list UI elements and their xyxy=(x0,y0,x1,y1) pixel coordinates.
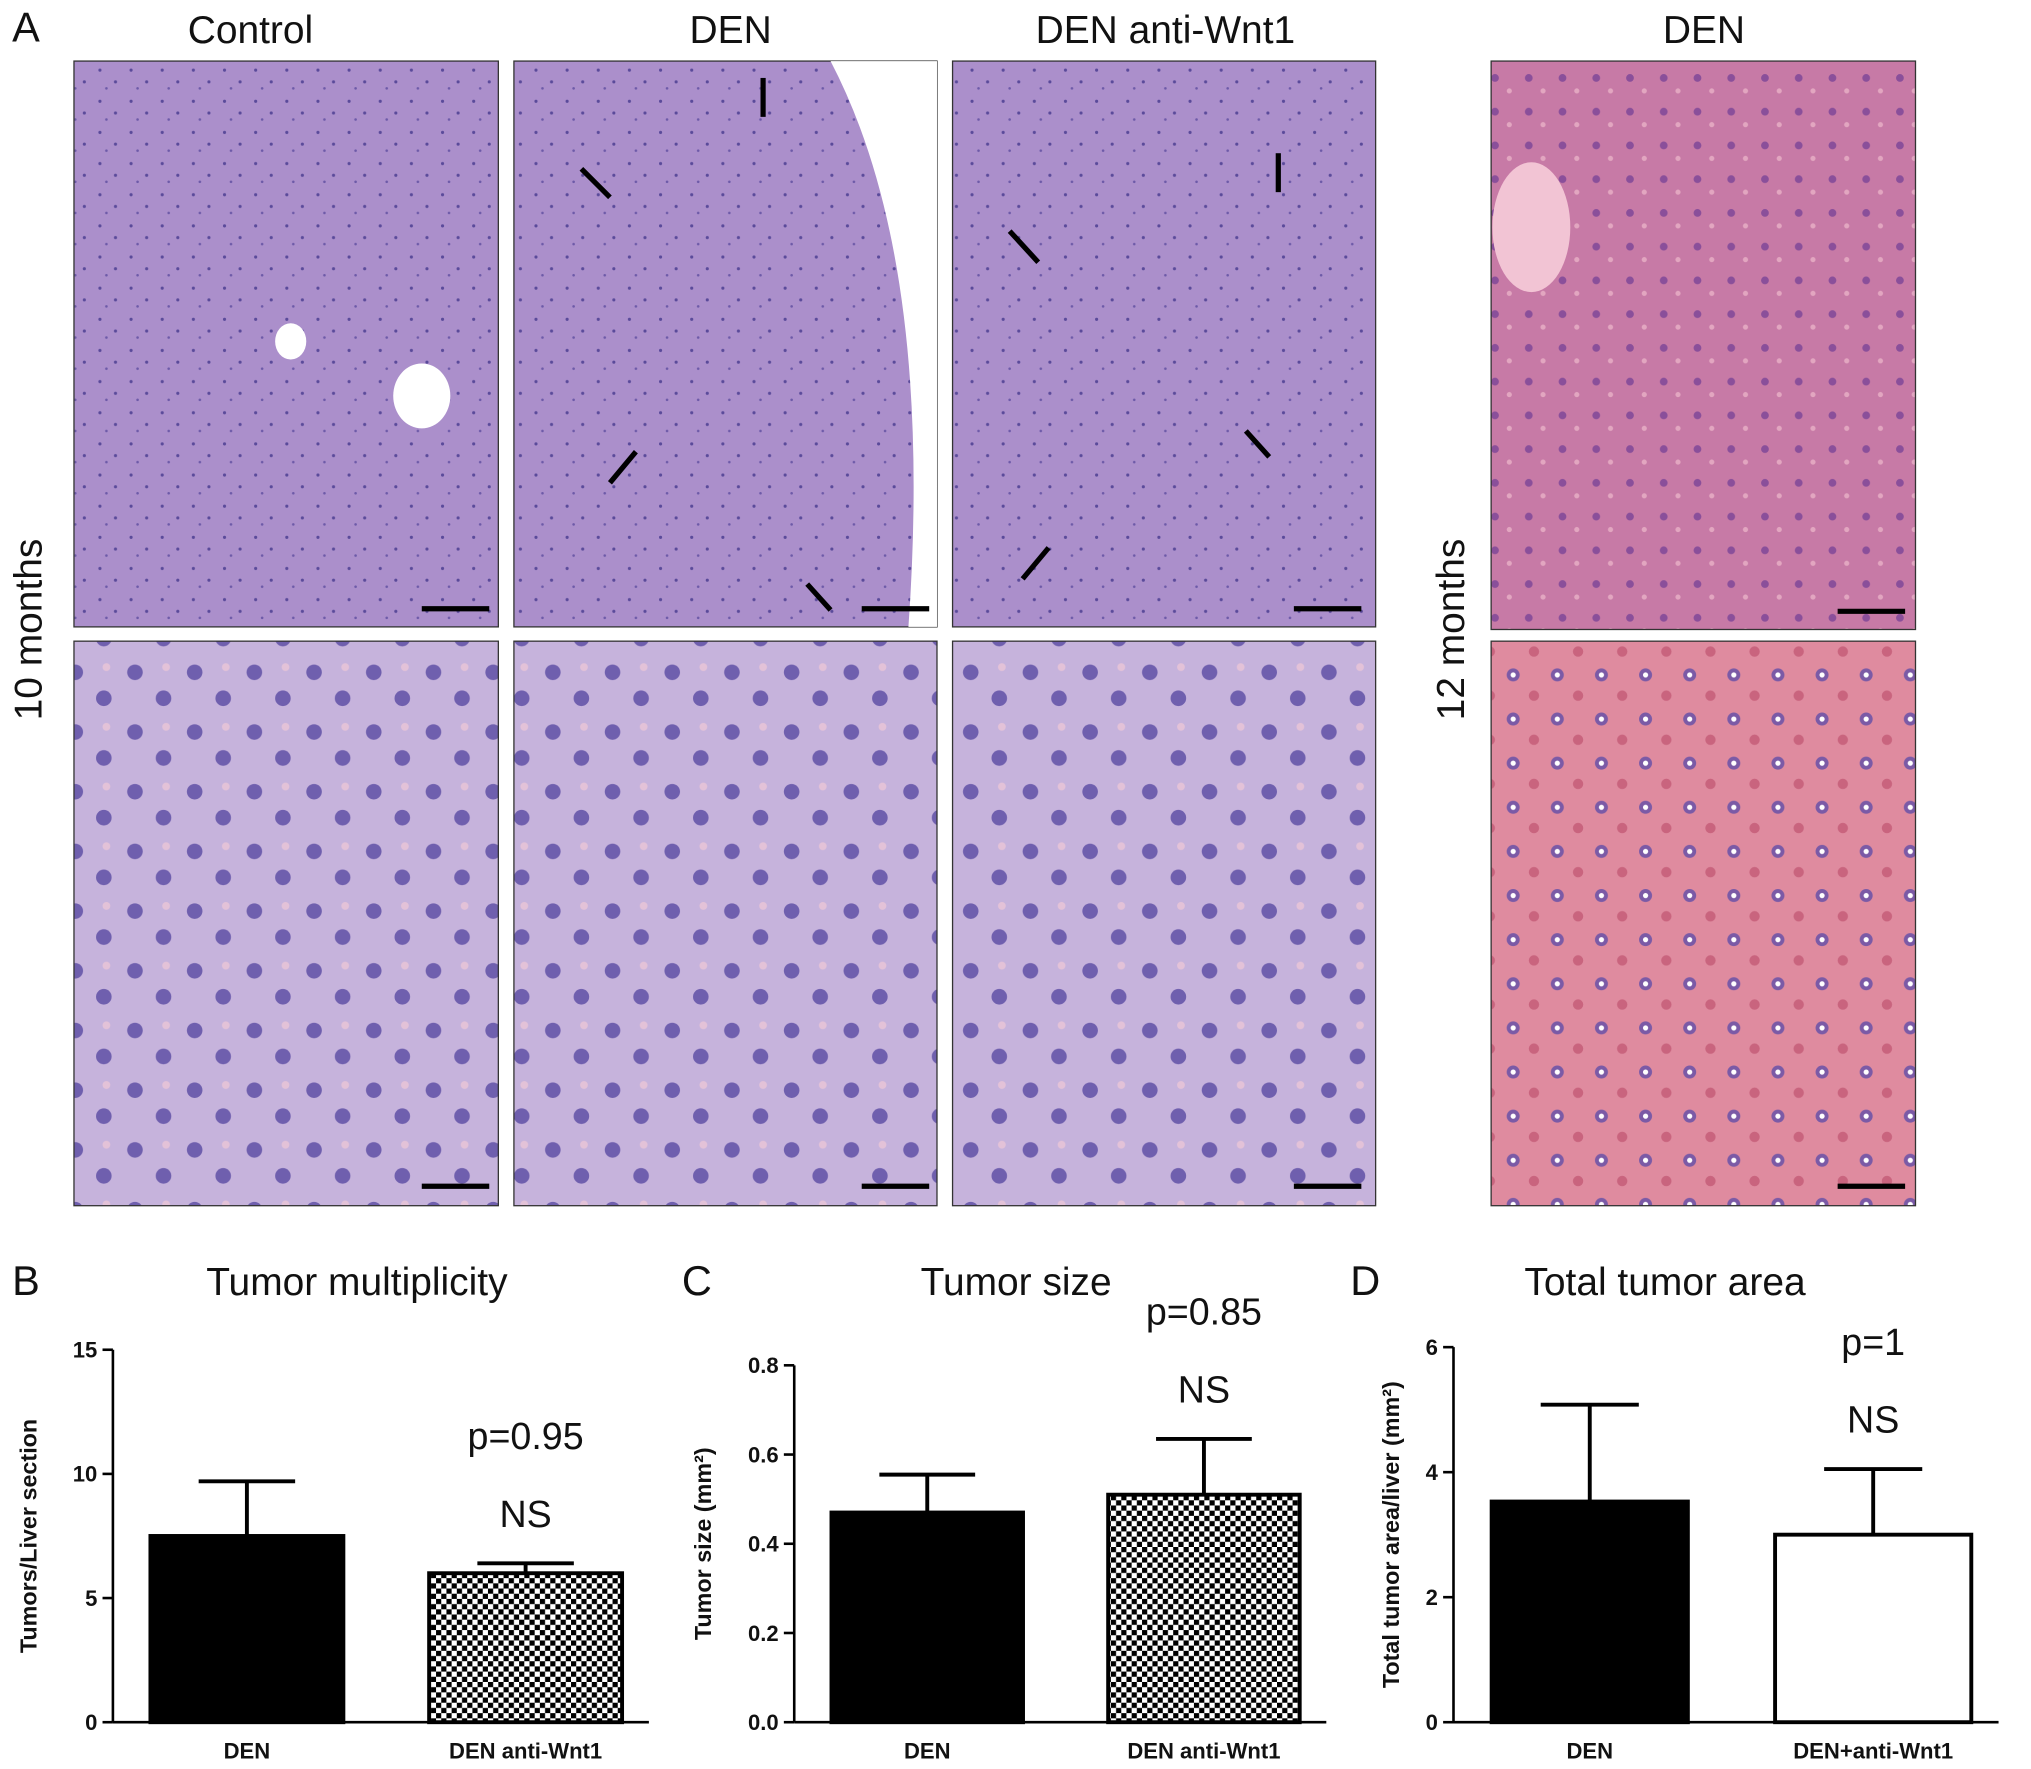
x-tick-label: DEN xyxy=(224,1739,271,1764)
y-tick-label: 4 xyxy=(1426,1460,1439,1485)
micrograph xyxy=(951,640,1377,1207)
chart-title: Tumor size xyxy=(921,1261,1112,1304)
scale-bars xyxy=(421,606,1906,1189)
annotation: NS xyxy=(1847,1399,1899,1441)
x-tick-label: DEN xyxy=(904,1739,951,1764)
panel-label: A xyxy=(12,4,40,51)
vessel xyxy=(275,323,307,360)
y-tick-label: 0 xyxy=(85,1710,97,1735)
y-tick-label: 5 xyxy=(85,1586,97,1611)
bar xyxy=(829,1510,1025,1725)
column-title: Control xyxy=(188,9,313,52)
x-tick-label: DEN anti-Wnt1 xyxy=(449,1739,602,1764)
y-tick-label: 0.6 xyxy=(748,1442,779,1467)
chart-title: Tumor multiplicity xyxy=(206,1261,508,1304)
panel-label: B xyxy=(12,1257,40,1304)
y-tick-label: 0.4 xyxy=(748,1532,779,1557)
micrograph xyxy=(73,640,499,1207)
y-axis-label: Total tumor area/liver (mm²) xyxy=(1378,1381,1404,1688)
bar xyxy=(427,1571,625,1725)
annotation: p=0.85 xyxy=(1146,1291,1262,1333)
y-tick-label: 0 xyxy=(1426,1710,1438,1735)
micrograph xyxy=(1490,640,1917,1207)
annotation: NS xyxy=(499,1493,551,1535)
chart-title: Total tumor area xyxy=(1524,1261,1806,1304)
micrograph xyxy=(513,640,938,1207)
micrograph xyxy=(513,60,938,628)
panel-label: C xyxy=(682,1257,712,1304)
y-axis-label: Tumors/Liver section xyxy=(15,1419,41,1653)
micrographs xyxy=(73,60,1917,1207)
bar xyxy=(148,1534,346,1725)
y-tick-label: 0.2 xyxy=(748,1621,779,1646)
y-tick-label: 10 xyxy=(73,1462,98,1487)
y-axis-label: Tumor size (mm²) xyxy=(690,1447,716,1640)
bar xyxy=(1106,1492,1302,1725)
y-tick-label: 0.8 xyxy=(748,1353,779,1378)
micrograph xyxy=(951,60,1377,628)
arrows xyxy=(579,77,1281,612)
column-title: DEN anti-Wnt1 xyxy=(1036,9,1296,52)
vessel xyxy=(393,363,451,429)
column-title: DEN xyxy=(690,9,772,52)
micrograph xyxy=(1490,60,1917,631)
annotation: NS xyxy=(1178,1369,1230,1411)
column-title: DEN xyxy=(1663,9,1745,52)
panel-label: D xyxy=(1350,1257,1380,1304)
vessel xyxy=(1492,162,1571,293)
row-label: 10 months xyxy=(8,539,51,721)
x-tick-label: DEN xyxy=(1566,1739,1613,1764)
annotation: p=0.95 xyxy=(468,1415,584,1457)
x-tick-label: DEN+anti-Wnt1 xyxy=(1793,1739,1953,1764)
y-tick-label: 6 xyxy=(1426,1335,1438,1360)
x-tick-label: DEN anti-Wnt1 xyxy=(1127,1739,1280,1764)
annotation: p=1 xyxy=(1841,1321,1905,1363)
bar xyxy=(1489,1499,1690,1725)
y-tick-label: 15 xyxy=(73,1338,98,1363)
y-tick-label: 0.0 xyxy=(748,1710,779,1735)
bar xyxy=(1773,1532,1974,1725)
row-label: 12 months xyxy=(1430,539,1473,721)
y-tick-label: 2 xyxy=(1426,1585,1438,1610)
tissue-edge xyxy=(830,61,937,627)
